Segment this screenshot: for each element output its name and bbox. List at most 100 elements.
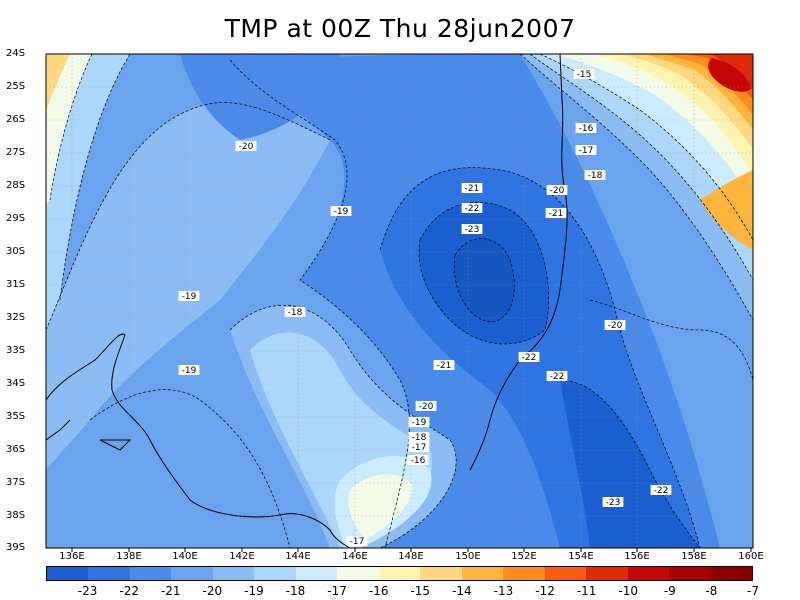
colorbar-label: -20 — [202, 584, 223, 598]
colorbar-swatch — [378, 567, 421, 580]
contour-label: -18 — [412, 433, 427, 443]
contour-label: -22 — [465, 204, 480, 214]
colorbar-swatch — [171, 567, 213, 580]
field-warm-plume-4 — [348, 474, 413, 540]
colorbar-label: -14 — [452, 584, 472, 598]
contour-label-bg — [604, 320, 626, 330]
contour-label: -19 — [412, 418, 427, 428]
contour-label-bg — [433, 360, 455, 370]
contour-label-bg — [461, 224, 483, 234]
coastline — [46, 54, 568, 548]
colorbar-label: -23 — [77, 584, 98, 598]
contour-label-bg — [408, 432, 430, 442]
colorbar-swatch — [212, 567, 255, 580]
colorbar-swatch — [461, 567, 504, 580]
field-ne-7 — [708, 58, 752, 92]
colorbar-swatch — [544, 567, 587, 580]
contour-label-bg — [461, 203, 483, 213]
field-ne-8 — [700, 54, 753, 88]
colorbar-swatch — [47, 567, 89, 580]
lat-label: 36S — [6, 444, 26, 455]
lat-label: 39S — [6, 542, 26, 553]
contour-label: -19 — [182, 292, 197, 302]
field-cold-23 — [454, 238, 515, 322]
contour-label: -17 — [412, 443, 427, 453]
lon-label: 150E — [455, 551, 481, 562]
colorbar-label: -16 — [368, 584, 389, 598]
colorbar-swatch — [420, 567, 462, 580]
contour-label-bg — [546, 371, 568, 381]
contour-label: -16 — [411, 456, 426, 466]
lon-label: 142E — [229, 551, 255, 562]
colorbar-swatch — [295, 567, 338, 580]
lon-label: 138E — [116, 551, 142, 562]
contour-label: -20 — [239, 142, 254, 152]
contour-label: -16 — [579, 124, 594, 134]
contour-label: -15 — [577, 70, 592, 80]
lat-label: 26S — [6, 114, 26, 125]
colorbar-label: -10 — [618, 584, 639, 598]
field-west-warm — [46, 54, 130, 330]
colorbar-label: -18 — [285, 584, 306, 598]
colorbar-label: -19 — [244, 584, 264, 598]
contour-label-bg — [602, 497, 624, 507]
colorbar-label: -17 — [327, 584, 347, 598]
colorbar-label: -11 — [576, 584, 597, 598]
lat-label: 32S — [6, 312, 26, 323]
lat-label: 28S — [6, 180, 26, 191]
contour-label: -18 — [288, 308, 303, 318]
contour-label-bg — [284, 307, 306, 317]
colorbar-swatch — [88, 567, 130, 580]
lon-label: 158E — [681, 551, 707, 562]
contour-label-bg — [573, 69, 595, 79]
colorbar-label: -12 — [535, 584, 555, 598]
lon-label: 146E — [342, 551, 368, 562]
contour-label-bg — [346, 536, 368, 546]
field-west-warmest — [46, 54, 70, 110]
lat-label: 27S — [6, 147, 26, 158]
field-se-22 — [560, 380, 700, 548]
lat-label: 34S — [6, 378, 26, 389]
contour-label: -21 — [465, 184, 480, 194]
colorbar-swatch — [503, 567, 545, 580]
tick-marks — [71, 548, 752, 552]
contour-label-bg — [330, 206, 352, 216]
lon-label: 144E — [285, 551, 311, 562]
lat-label: 38S — [6, 510, 26, 521]
colorbar-swatch — [627, 567, 670, 580]
lon-label: 160E — [738, 551, 764, 562]
lon-label: 148E — [398, 551, 424, 562]
contour-label-bg — [575, 123, 597, 133]
lon-label: 154E — [568, 551, 594, 562]
colorbar-swatch — [710, 567, 752, 580]
lat-label: 24S — [6, 48, 26, 59]
contour-label-bg — [584, 170, 606, 180]
lat-label: 31S — [6, 279, 26, 290]
contour-label-bg — [575, 145, 597, 155]
colorbar-label: -21 — [160, 584, 181, 598]
colorbar-label: -8 — [705, 584, 718, 598]
colorbar — [46, 566, 753, 581]
contour-labels: -15-16-17-18-20-20-19-21-22-23-21-19-18-… — [178, 69, 672, 547]
lat-label: 29S — [6, 213, 26, 224]
contour-label: -22 — [522, 353, 537, 363]
contour-label: -22 — [550, 372, 565, 382]
contour-label-bg — [408, 417, 430, 427]
colorbar-swatch — [254, 567, 296, 580]
field-west-19 — [46, 102, 330, 470]
lon-label: 156E — [624, 551, 650, 562]
colorbar-swatch — [129, 567, 172, 580]
contour-label-bg — [178, 365, 200, 375]
field-nw-cold — [180, 54, 340, 140]
contour-label-bg — [650, 485, 672, 495]
contour-label: -20 — [608, 321, 623, 331]
contour-label-bg — [235, 141, 257, 151]
colorbar-swatch — [337, 567, 379, 580]
field-west-warmer — [46, 54, 92, 205]
colorbar-swatch — [586, 567, 628, 580]
contour-label-bg — [545, 208, 567, 218]
contour-label: -20 — [550, 186, 565, 196]
lat-label: 30S — [6, 246, 26, 257]
colorbar-label: -15 — [410, 584, 431, 598]
lat-label: 33S — [6, 345, 26, 356]
